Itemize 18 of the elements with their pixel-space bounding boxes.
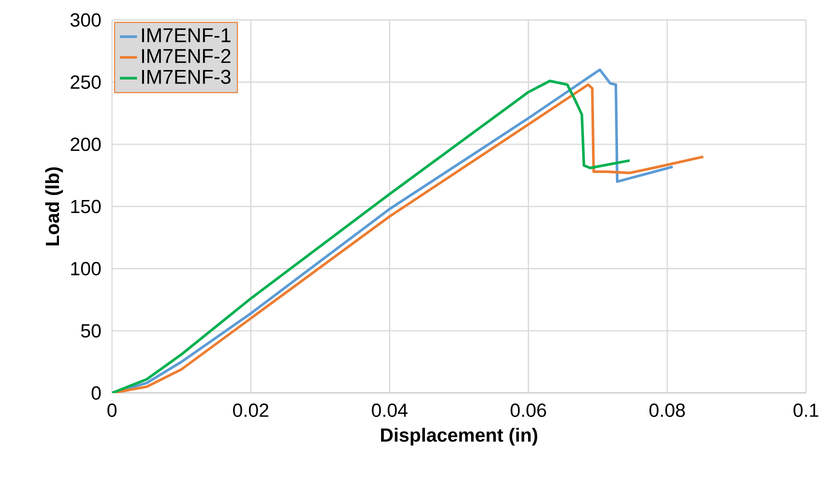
legend-label: IM7ENF-3	[142, 70, 231, 84]
x-tick-label: 0	[107, 404, 117, 417]
y-tick-label: 50	[81, 324, 101, 338]
y-axis-title: Load (lb)	[45, 167, 63, 246]
legend-label: IM7ENF-2	[142, 48, 230, 63]
x-tick-label: 0.02	[233, 404, 268, 417]
legend-label: IM7ENF-1	[142, 28, 230, 42]
x-tick-label: 0.06	[510, 404, 546, 417]
y-tick-label: 300	[70, 13, 101, 27]
y-tick-label: 0	[92, 386, 101, 400]
y-tick-label: 250	[70, 75, 101, 89]
x-tick-label: 0.08	[649, 404, 685, 417]
y-tick-label: 100	[71, 262, 101, 276]
x-tick-label: 0.1	[794, 404, 818, 417]
x-axis-title: Displacement (in)	[381, 428, 538, 446]
y-tick-label: 150	[71, 200, 101, 214]
x-tick-label: 0.04	[372, 404, 408, 417]
y-tick-label: 200	[70, 138, 101, 152]
